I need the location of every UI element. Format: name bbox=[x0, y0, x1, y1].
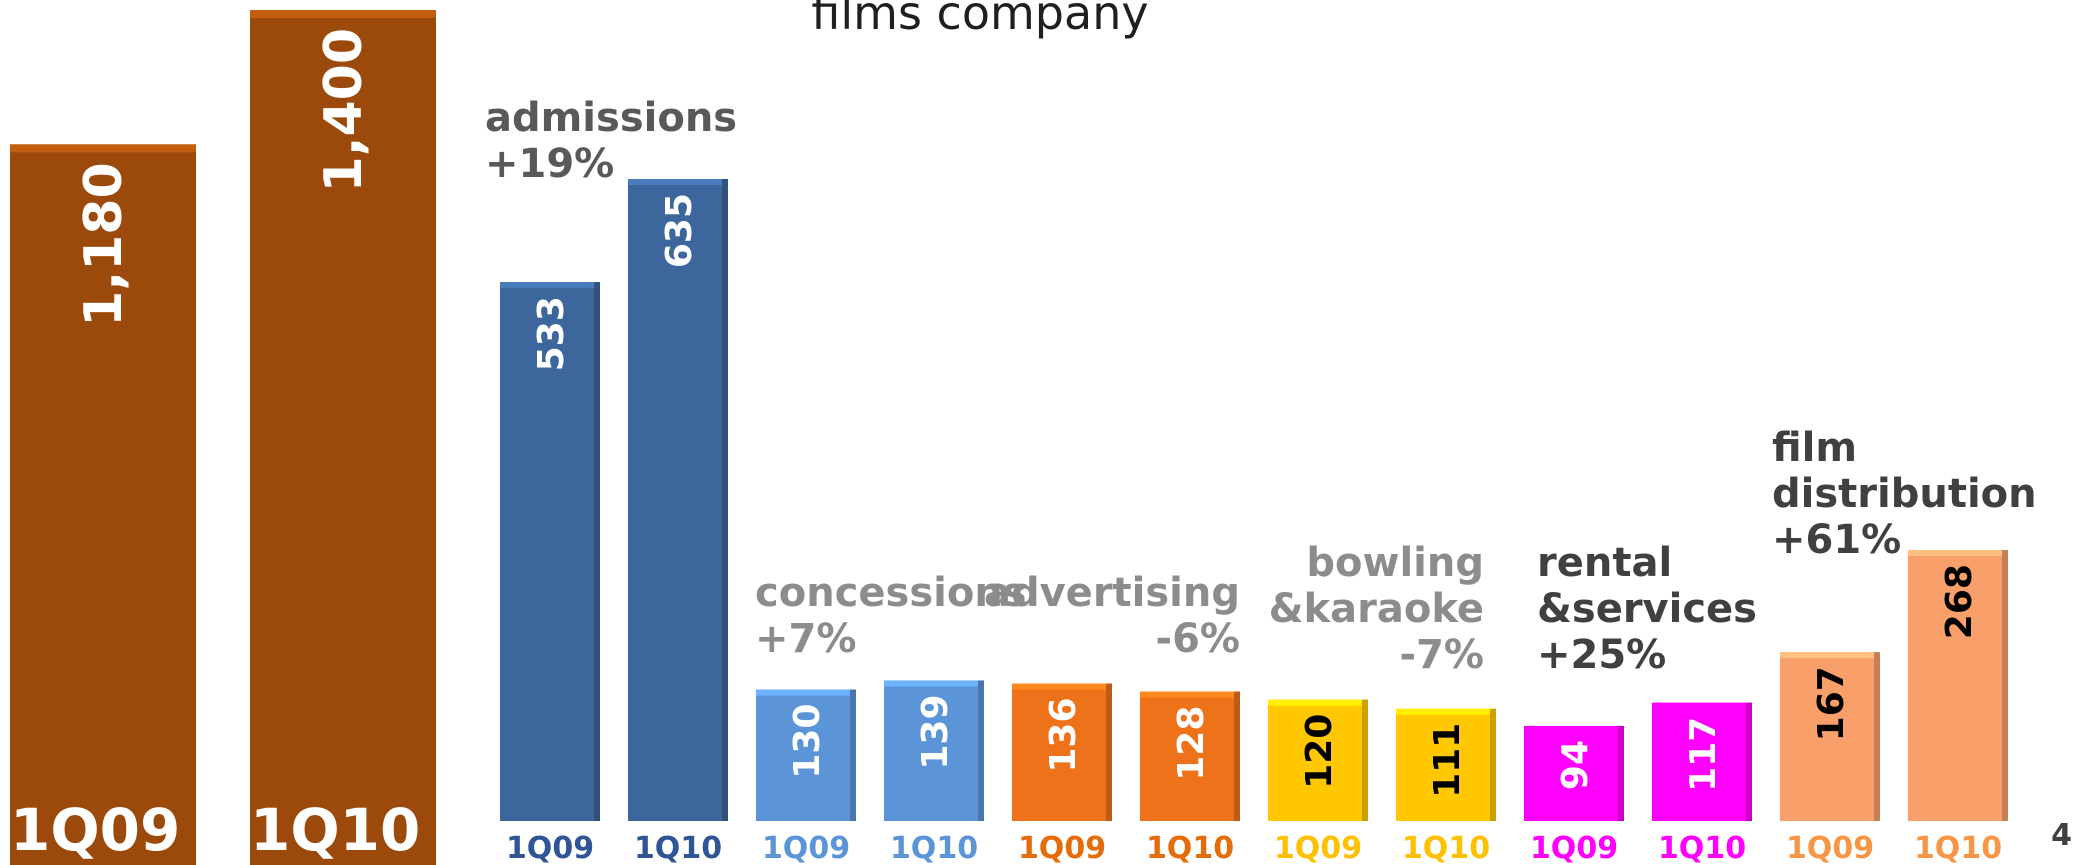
segment-category-label: 1Q09 bbox=[1274, 831, 1362, 865]
segment-bar bbox=[1012, 683, 1112, 821]
segment-label-line: &karaoke bbox=[1268, 586, 1484, 632]
segment-bar-value-label: 167 bbox=[1811, 666, 1852, 741]
segment-category-label: 1Q10 bbox=[1146, 831, 1234, 865]
segment-label-line: distribution bbox=[1772, 471, 2037, 517]
segment-bar bbox=[1780, 652, 1880, 821]
segment-bar-edge bbox=[1746, 702, 1752, 821]
segment-bar-top bbox=[500, 282, 600, 289]
segment-label-line: bowling bbox=[1306, 540, 1484, 586]
segment-label-line: rental bbox=[1537, 540, 1673, 586]
segment-bar-value-label: 120 bbox=[1299, 714, 1340, 789]
segment-label-line: +25% bbox=[1537, 632, 1667, 678]
segment-label-line: &services bbox=[1537, 586, 1757, 632]
segment-bar-edge bbox=[2002, 550, 2008, 821]
total-bar bbox=[10, 144, 196, 865]
segment-bar-top bbox=[628, 179, 728, 185]
segment-bar bbox=[884, 680, 984, 821]
segment-bar-top bbox=[1780, 652, 1880, 659]
segment-label-line: concessions bbox=[755, 570, 1027, 616]
segment-label: admissions +19% bbox=[485, 95, 737, 187]
total-category-label: 1Q10 bbox=[250, 796, 420, 864]
segment-label-line: -7% bbox=[1399, 632, 1484, 678]
segment-label-line: +19% bbox=[485, 141, 615, 187]
chart-title: films company bbox=[811, 0, 1149, 40]
segment-bar-value-label: 94 bbox=[1555, 740, 1596, 790]
segment-bar-edge bbox=[978, 680, 984, 821]
segment-bar bbox=[1140, 691, 1240, 821]
total-bar-value-label: 1,180 bbox=[74, 162, 134, 326]
segment-bar bbox=[756, 689, 856, 821]
segment-label: bowling &karaoke -7% bbox=[1269, 540, 1484, 678]
segment-bar-top bbox=[884, 680, 984, 687]
total-bar-value-label: 1,400 bbox=[314, 28, 374, 192]
segment-category-label: 1Q09 bbox=[506, 831, 594, 865]
segment-category-label: 1Q10 bbox=[1402, 831, 1490, 865]
segment-bar-edge bbox=[1234, 691, 1240, 821]
segment-bar bbox=[1908, 550, 2008, 821]
segment-category-label: 1Q09 bbox=[1786, 831, 1874, 865]
segment-label-line: -6% bbox=[1155, 616, 1240, 662]
segment-bar bbox=[1652, 702, 1752, 821]
segment-label: concessions +7% bbox=[755, 570, 1027, 662]
segment-label: rental &services +25% bbox=[1537, 540, 1757, 678]
segment-category-label: 1Q10 bbox=[1658, 831, 1746, 865]
segment-bar-value-label: 533 bbox=[531, 296, 572, 371]
segment-category-label: 1Q09 bbox=[1018, 831, 1106, 865]
segment-category-label: 1Q09 bbox=[1530, 831, 1618, 865]
segment-bar-value-label: 128 bbox=[1171, 706, 1212, 781]
segment-bar-edge bbox=[1618, 725, 1624, 821]
segment-bar-edge bbox=[1490, 708, 1496, 821]
total-category-label: 1Q09 bbox=[10, 796, 180, 864]
total-bar bbox=[250, 10, 436, 865]
segment-bar-top bbox=[1652, 702, 1752, 709]
segment-bar-top bbox=[1396, 708, 1496, 715]
segment-label-line: advertising bbox=[983, 570, 1240, 616]
segment-bar-top bbox=[1908, 550, 2008, 557]
segment-bar-top bbox=[1140, 691, 1240, 698]
segment-category-label: 1Q10 bbox=[634, 831, 722, 865]
segment-bar-value-label: 111 bbox=[1427, 723, 1468, 798]
segment-bar-edge bbox=[1106, 683, 1112, 821]
segment-label: advertising -6% bbox=[984, 570, 1240, 662]
segment-category-label: 1Q09 bbox=[762, 831, 850, 865]
segment-bar bbox=[628, 179, 728, 821]
segment-bar-edge bbox=[594, 282, 600, 822]
segment-bar bbox=[500, 282, 600, 822]
segment-label-line: admissions bbox=[485, 95, 738, 141]
total-bar-top bbox=[10, 144, 196, 153]
segment-category-label: 1Q10 bbox=[1914, 831, 2002, 865]
segment-bar-value-label: 117 bbox=[1683, 717, 1724, 792]
segment-bar-value-label: 130 bbox=[787, 704, 828, 779]
segment-bar bbox=[1268, 699, 1368, 821]
segment-bar-value-label: 139 bbox=[915, 694, 956, 769]
page-number: 4 bbox=[2051, 818, 2072, 853]
segment-label-line: +7% bbox=[755, 616, 857, 662]
segment-bar-top bbox=[1268, 699, 1368, 706]
segment-bar-value-label: 635 bbox=[659, 193, 700, 268]
segment-bar bbox=[1524, 725, 1624, 821]
segment-bar-top bbox=[756, 689, 856, 696]
segment-bar-edge bbox=[722, 179, 728, 821]
segment-label: film distribution +61% bbox=[1772, 425, 2037, 563]
segment-bar-value-label: 268 bbox=[1939, 564, 1980, 639]
segment-bar-edge bbox=[850, 689, 856, 821]
total-bar-top bbox=[250, 10, 436, 18]
segment-bar-edge bbox=[1362, 699, 1368, 821]
segment-bar-top bbox=[1524, 725, 1624, 732]
segment-bar-edge bbox=[1874, 652, 1880, 821]
segment-bar-top bbox=[1012, 683, 1112, 690]
segment-bar-value-label: 136 bbox=[1043, 698, 1084, 773]
segment-label-line: +61% bbox=[1772, 517, 1902, 563]
segment-bar bbox=[1396, 708, 1496, 821]
segment-label-line: film bbox=[1772, 425, 1858, 471]
segment-category-label: 1Q10 bbox=[890, 831, 978, 865]
